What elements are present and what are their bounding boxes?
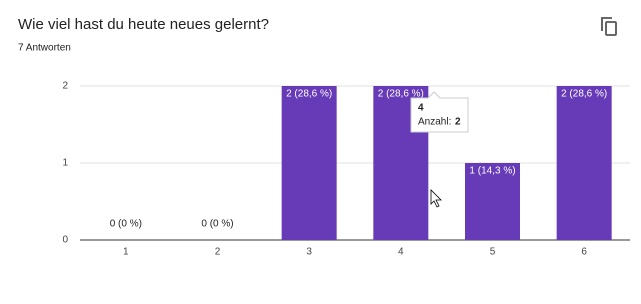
x-tick-label: 3: [306, 247, 312, 258]
x-tick-label: 6: [581, 247, 587, 258]
value-label: 2 (28,6 %): [286, 89, 332, 100]
chart: Wie viel hast du heute neues gelernt? 7 …: [0, 0, 641, 304]
tooltip-title: 4: [418, 103, 424, 114]
value-label: 1 (14,3 %): [469, 166, 515, 177]
y-tick-label: 1: [62, 158, 68, 169]
bar: [282, 86, 337, 240]
value-label: 0 (0 %): [110, 219, 142, 230]
chart-subtitle: 7 Antworten: [18, 43, 71, 54]
x-tick-label: 5: [490, 247, 496, 258]
tooltip: 4 Anzahl: 2: [411, 92, 468, 132]
tooltip-label: Anzahl:: [418, 117, 451, 128]
chart-title: Wie viel hast du heute neues gelernt?: [18, 16, 269, 33]
tooltip-value: 2: [455, 117, 461, 128]
x-tick-label: 4: [398, 247, 404, 258]
value-label: 2 (28,6 %): [561, 89, 607, 100]
bar: [557, 86, 612, 240]
x-tick-label: 1: [123, 247, 129, 258]
copy-icon[interactable]: [602, 18, 616, 35]
y-tick-label: 2: [62, 81, 68, 92]
cursor: [431, 190, 441, 207]
value-label: 0 (0 %): [201, 219, 233, 230]
page: {"chart_data": {"type": "bar", "title": …: [0, 0, 641, 304]
y-tick-label: 0: [62, 235, 68, 246]
x-tick-label: 2: [215, 247, 221, 258]
